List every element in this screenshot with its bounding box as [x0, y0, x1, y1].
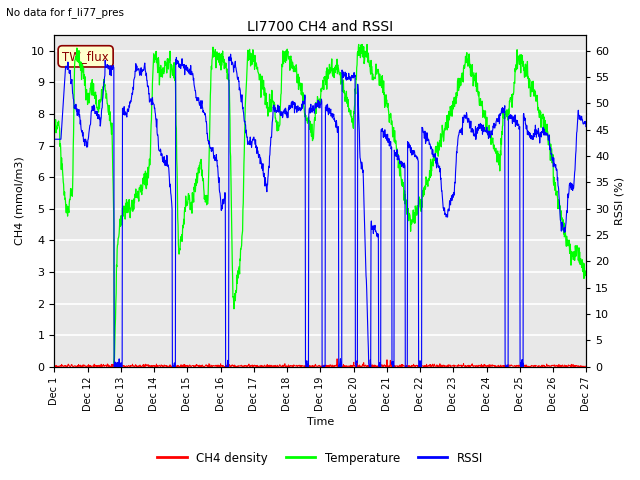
Y-axis label: CH4 (mmol/m3): CH4 (mmol/m3) — [15, 156, 25, 245]
Y-axis label: RSSI (%): RSSI (%) — [615, 177, 625, 225]
Title: LI7700 CH4 and RSSI: LI7700 CH4 and RSSI — [247, 20, 394, 34]
Text: No data for f_li77_pres: No data for f_li77_pres — [6, 7, 124, 18]
Text: TW_flux: TW_flux — [62, 50, 109, 63]
X-axis label: Time: Time — [307, 417, 334, 427]
Legend: CH4 density, Temperature, RSSI: CH4 density, Temperature, RSSI — [152, 447, 488, 469]
